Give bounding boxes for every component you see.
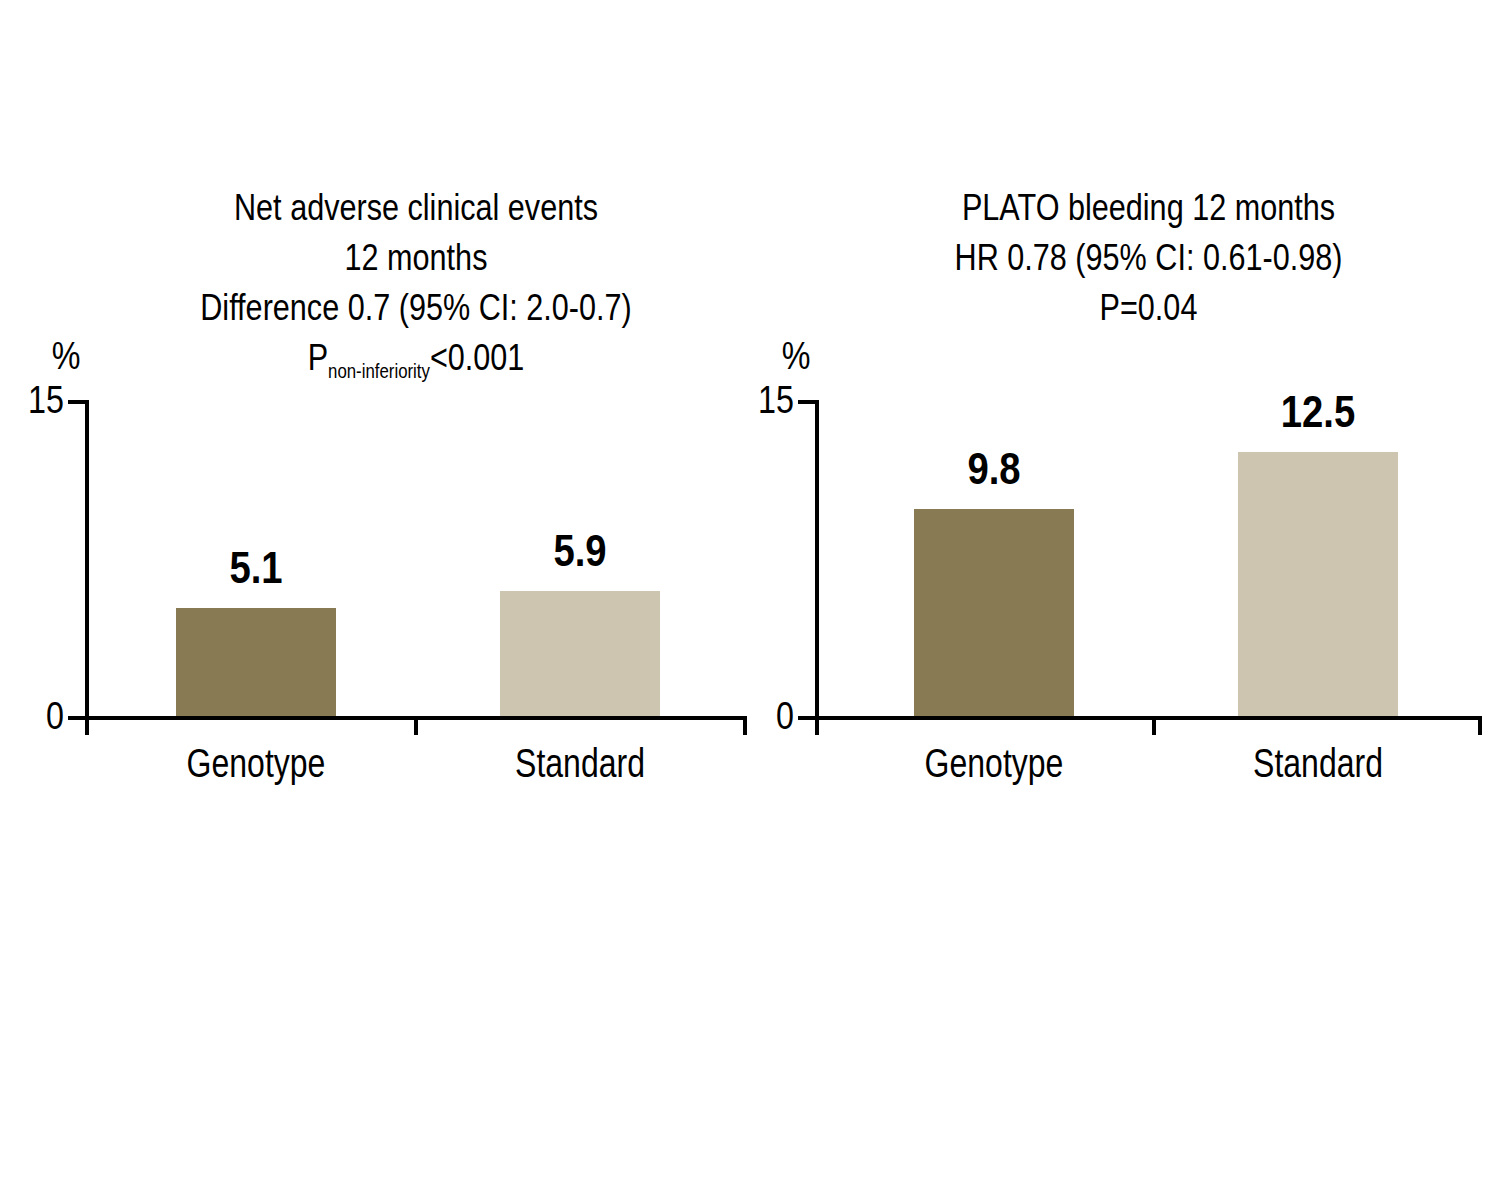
chart-title-line: PLATO bleeding 12 months xyxy=(865,183,1432,233)
chart-title-pvalue-line: Pnon-inferiority<0.001 xyxy=(135,333,698,396)
y-tick-0 xyxy=(798,716,815,720)
p-value: <0.001 xyxy=(430,337,524,378)
chart-title-line: Difference 0.7 (95% CI: 2.0-0.7) xyxy=(135,283,698,333)
y-tick-15 xyxy=(798,400,815,404)
chart-title-line: HR 0.78 (95% CI: 0.61-0.98) xyxy=(865,233,1432,283)
x-tick-mid xyxy=(414,716,418,735)
chart-title-line: Net adverse clinical events xyxy=(135,183,698,233)
bar-value-label: 5.9 xyxy=(553,527,606,575)
x-category-label-genotype: Genotype xyxy=(187,741,326,785)
y-tick-0 xyxy=(68,716,85,720)
bar-genotype xyxy=(176,608,336,716)
nace-chart: Net adverse clinical events 12 months Di… xyxy=(30,175,756,835)
x-tick-mid xyxy=(1152,716,1156,735)
y-tick-label-15: 15 xyxy=(13,380,64,420)
y-axis-line xyxy=(85,400,89,735)
p-subscript: non-inferiority xyxy=(328,360,430,382)
chart-title: Net adverse clinical events 12 months Di… xyxy=(135,183,698,396)
bar-value-label: 12.5 xyxy=(1281,388,1355,436)
x-category-label-genotype: Genotype xyxy=(925,741,1064,785)
y-tick-label-15: 15 xyxy=(743,380,794,420)
bar-value-label: 9.8 xyxy=(967,445,1020,493)
x-axis-line xyxy=(815,716,1482,720)
plato-bleeding-chart: PLATO bleeding 12 months HR 0.78 (95% CI… xyxy=(770,175,1496,835)
chart-title: PLATO bleeding 12 months HR 0.78 (95% CI… xyxy=(865,183,1432,333)
chart-title-line: P=0.04 xyxy=(865,283,1432,333)
y-tick-15 xyxy=(68,400,85,404)
y-tick-label-0: 0 xyxy=(13,696,64,736)
x-category-label-standard: Standard xyxy=(1253,741,1383,785)
y-axis-unit-label: % xyxy=(41,335,92,377)
figure-canvas: { "page": { "background": "#ffffff" }, "… xyxy=(0,0,1512,1182)
bar-standard xyxy=(1238,452,1398,716)
y-tick-label-0: 0 xyxy=(743,696,794,736)
x-tick-end xyxy=(1478,716,1482,735)
p-label: P xyxy=(308,337,328,378)
chart-title-line: 12 months xyxy=(135,233,698,283)
x-category-label-standard: Standard xyxy=(515,741,645,785)
y-axis-line xyxy=(815,400,819,735)
bar-value-label: 5.1 xyxy=(229,544,282,592)
bar-genotype xyxy=(914,509,1074,716)
bar-standard xyxy=(500,591,660,716)
y-axis-unit-label: % xyxy=(771,335,822,377)
